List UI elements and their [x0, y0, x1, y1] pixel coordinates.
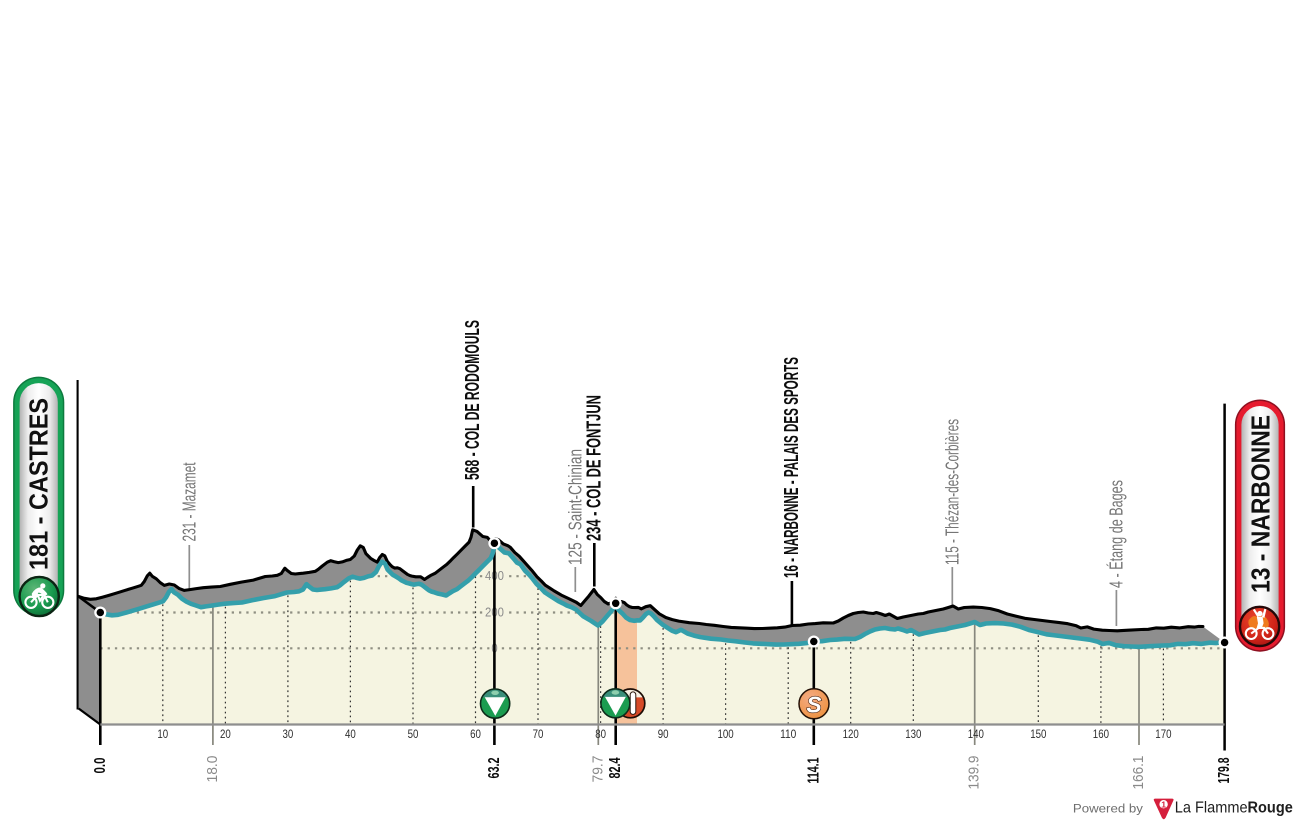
- svg-text:Powered by: Powered by: [1073, 802, 1144, 816]
- svg-text:50: 50: [408, 729, 419, 741]
- svg-text:10: 10: [157, 729, 168, 741]
- svg-text:110: 110: [780, 729, 796, 741]
- svg-text:181 - CASTRES: 181 - CASTRES: [24, 398, 54, 570]
- svg-text:70: 70: [533, 729, 544, 741]
- svg-text:30: 30: [283, 729, 294, 741]
- svg-text:4 - Étang de Bages: 4 - Étang de Bages: [1106, 480, 1126, 588]
- svg-text:170: 170: [1155, 729, 1171, 741]
- svg-text:125 - Saint-Chinian: 125 - Saint-Chinian: [565, 449, 585, 565]
- svg-text:82.4: 82.4: [607, 757, 624, 778]
- svg-text:80: 80: [595, 729, 606, 741]
- svg-text:79.7: 79.7: [590, 756, 606, 783]
- svg-text:140: 140: [968, 729, 984, 741]
- svg-text:130: 130: [905, 729, 921, 741]
- svg-text:179.8: 179.8: [1216, 757, 1233, 783]
- svg-text:568 - COL DE RODOMOULS: 568 - COL DE RODOMOULS: [462, 320, 484, 480]
- svg-text:18.0: 18.0: [205, 756, 221, 783]
- svg-text:139.9: 139.9: [967, 756, 983, 790]
- svg-text:114.1: 114.1: [805, 757, 822, 783]
- svg-text:160: 160: [1093, 729, 1109, 741]
- svg-text:0.0: 0.0: [92, 757, 109, 773]
- svg-text:S: S: [806, 691, 822, 717]
- svg-text:13 - NARBONNE: 13 - NARBONNE: [1245, 415, 1275, 593]
- svg-text:115 - Thézan-des-Corbières: 115 - Thézan-des-Corbières: [942, 419, 962, 565]
- svg-text:20: 20: [220, 729, 231, 741]
- svg-text:150: 150: [1030, 729, 1046, 741]
- svg-text:1: 1: [1161, 799, 1166, 809]
- svg-text:60: 60: [470, 729, 481, 741]
- svg-text:166.1: 166.1: [1131, 756, 1147, 790]
- svg-text:63.2: 63.2: [486, 757, 503, 778]
- svg-text:120: 120: [843, 729, 859, 741]
- svg-text:100: 100: [718, 729, 734, 741]
- svg-text:234 - COL DE FONTJUN: 234 - COL DE FONTJUN: [583, 395, 605, 541]
- svg-text:40: 40: [345, 729, 356, 741]
- svg-text:16 - NARBONNE - PALAIS DES SPO: 16 - NARBONNE - PALAIS DES SPORTS: [781, 357, 803, 578]
- svg-text:90: 90: [658, 729, 669, 741]
- svg-text:La FlammeRouge: La FlammeRouge: [1175, 800, 1293, 817]
- svg-text:231 - Mazamet: 231 - Mazamet: [179, 463, 199, 542]
